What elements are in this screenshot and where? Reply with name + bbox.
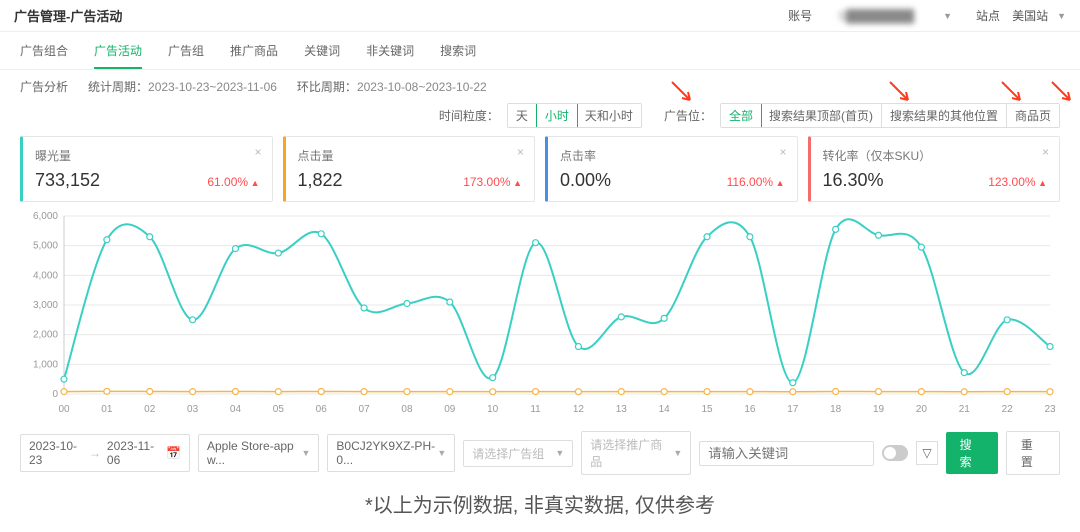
tab-关键词[interactable]: 关键词 — [304, 42, 340, 69]
metric-label: 点击率 — [560, 147, 785, 164]
svg-text:17: 17 — [787, 404, 799, 415]
position-label: 广告位： — [664, 107, 712, 124]
svg-text:5,000: 5,000 — [33, 241, 58, 252]
metric-delta: 173.00% — [463, 175, 522, 189]
metric-delta: 123.00% — [988, 175, 1047, 189]
svg-text:22: 22 — [1002, 404, 1014, 415]
svg-text:21: 21 — [959, 404, 971, 415]
metric-delta: 61.00% — [207, 175, 259, 189]
tab-搜索词[interactable]: 搜索词 — [440, 42, 476, 69]
tabs: 广告组合广告活动广告组推广商品关键词非关键词搜索词 — [0, 32, 1080, 70]
date-range[interactable]: 2023-10-23→2023-11-06 📅 — [20, 434, 190, 472]
close-icon[interactable]: × — [254, 145, 261, 159]
svg-text:03: 03 — [187, 404, 199, 415]
pos-opt[interactable]: 商品页 — [1007, 104, 1059, 127]
pos-opt[interactable]: 搜索结果顶部(首页) — [761, 104, 882, 127]
site-label: 站点 — [976, 7, 1000, 24]
metric-label: 点击量 — [298, 147, 523, 164]
metric-value: 733,152 — [35, 170, 100, 191]
metric-value: 0.00% — [560, 170, 611, 191]
select-adgroup[interactable]: 请选择广告组▼ — [463, 440, 573, 467]
filters: 时间粒度： 天小时天和小时 广告位： 全部搜索结果顶部(首页)搜索结果的其他位置… — [0, 99, 1080, 136]
select-product[interactable]: 请选择推广商品▼ — [581, 431, 691, 475]
svg-text:15: 15 — [701, 404, 713, 415]
disclaimer: *以上为示例数据, 非真实数据, 仅供参考 — [0, 481, 1080, 522]
period-row: 广告分析 统计周期：2023-10-23~2023-11-06 环比周期：202… — [0, 70, 1080, 99]
calendar-icon: 📅 — [166, 446, 181, 460]
close-icon[interactable]: × — [779, 145, 786, 159]
svg-text:23: 23 — [1044, 404, 1056, 415]
tab-广告组[interactable]: 广告组 — [168, 42, 204, 69]
chart-container: 0 1,000 2,000 3,000 4,000 5,000 6,000 00 01 02 03 0… — [0, 202, 1080, 421]
keyword-input[interactable] — [699, 441, 873, 466]
chevron-down-icon: ▼ — [943, 11, 952, 21]
reset-button[interactable]: 重 置 — [1006, 431, 1060, 475]
close-icon[interactable]: × — [517, 145, 524, 159]
page-title: 广告管理-广告活动 — [14, 6, 122, 25]
granularity-seg[interactable]: 天小时天和小时 — [507, 103, 642, 128]
svg-text:07: 07 — [359, 404, 371, 415]
metric-label: 曝光量 — [35, 147, 260, 164]
tab-广告组合[interactable]: 广告组合 — [20, 42, 68, 69]
metric-cards: 曝光量 × 733,152 61.00%点击量 × 1,822 173.00%点… — [0, 136, 1080, 202]
line-chart: 0 1,000 2,000 3,000 4,000 5,000 6,000 00 01 02 03 0… — [20, 208, 1060, 418]
svg-text:13: 13 — [616, 404, 628, 415]
tab-广告活动[interactable]: 广告活动 — [94, 42, 142, 69]
pos-opt[interactable]: 搜索结果的其他位置 — [882, 104, 1007, 127]
period-label: 广告分析 — [20, 78, 68, 95]
account-value[interactable]: S████████ — [818, 9, 934, 23]
svg-text:2,000: 2,000 — [33, 330, 58, 341]
toggle[interactable] — [882, 445, 909, 461]
metric-value: 1,822 — [298, 170, 343, 191]
metric-card[interactable]: 转化率（仅本SKU） × 16.30% 123.00% — [808, 136, 1061, 202]
svg-text:06: 06 — [316, 404, 328, 415]
filter-icon[interactable]: ▽ — [916, 441, 937, 465]
svg-text:20: 20 — [916, 404, 928, 415]
svg-text:05: 05 — [273, 404, 285, 415]
svg-text:4,000: 4,000 — [33, 270, 58, 281]
svg-text:16: 16 — [744, 404, 756, 415]
svg-text:6,000: 6,000 — [33, 211, 58, 222]
select-campaign[interactable]: Apple Store-app w...▼ — [198, 434, 319, 472]
svg-text:02: 02 — [144, 404, 156, 415]
metric-value: 16.30% — [823, 170, 884, 191]
close-icon[interactable]: × — [1042, 145, 1049, 159]
metric-card[interactable]: 曝光量 × 733,152 61.00% — [20, 136, 273, 202]
select-sku[interactable]: B0CJ2YK9XZ-PH-0...▼ — [327, 434, 455, 472]
granularity-label: 时间粒度： — [439, 107, 499, 124]
tab-推广商品[interactable]: 推广商品 — [230, 42, 278, 69]
metric-label: 转化率（仅本SKU） — [823, 147, 1048, 164]
gran-opt[interactable]: 小时 — [536, 103, 578, 128]
svg-text:10: 10 — [487, 404, 499, 415]
tab-非关键词[interactable]: 非关键词 — [366, 42, 414, 69]
svg-text:12: 12 — [573, 404, 585, 415]
svg-text:11: 11 — [530, 404, 541, 415]
title-bar: 广告管理-广告活动 账号 S████████ ▼ 站点 美国站 ▼ — [0, 0, 1080, 32]
gran-opt[interactable]: 天和小时 — [577, 104, 641, 127]
metric-card[interactable]: 点击量 × 1,822 173.00% — [283, 136, 536, 202]
svg-text:04: 04 — [230, 404, 242, 415]
svg-text:0: 0 — [52, 389, 58, 400]
svg-text:3,000: 3,000 — [33, 300, 58, 311]
metric-delta: 116.00% — [727, 175, 785, 189]
search-button[interactable]: 搜 索 — [946, 432, 998, 474]
position-seg[interactable]: 全部搜索结果顶部(首页)搜索结果的其他位置商品页 — [720, 103, 1060, 128]
gran-opt[interactable]: 天 — [508, 104, 537, 127]
svg-text:19: 19 — [873, 404, 885, 415]
svg-text:01: 01 — [101, 404, 113, 415]
chevron-down-icon: ▼ — [1057, 11, 1066, 21]
bottom-controls: 2023-10-23→2023-11-06 📅 Apple Store-app … — [0, 421, 1080, 481]
metric-card[interactable]: 点击率 × 0.00% 116.00% — [545, 136, 798, 202]
svg-text:18: 18 — [830, 404, 842, 415]
svg-text:1,000: 1,000 — [33, 359, 58, 370]
site-value[interactable]: 美国站 — [1012, 7, 1048, 24]
svg-text:09: 09 — [444, 404, 456, 415]
account-label: 账号 — [788, 7, 812, 24]
svg-text:14: 14 — [659, 404, 671, 415]
svg-text:08: 08 — [401, 404, 413, 415]
pos-opt[interactable]: 全部 — [720, 103, 762, 128]
svg-text:00: 00 — [58, 404, 70, 415]
